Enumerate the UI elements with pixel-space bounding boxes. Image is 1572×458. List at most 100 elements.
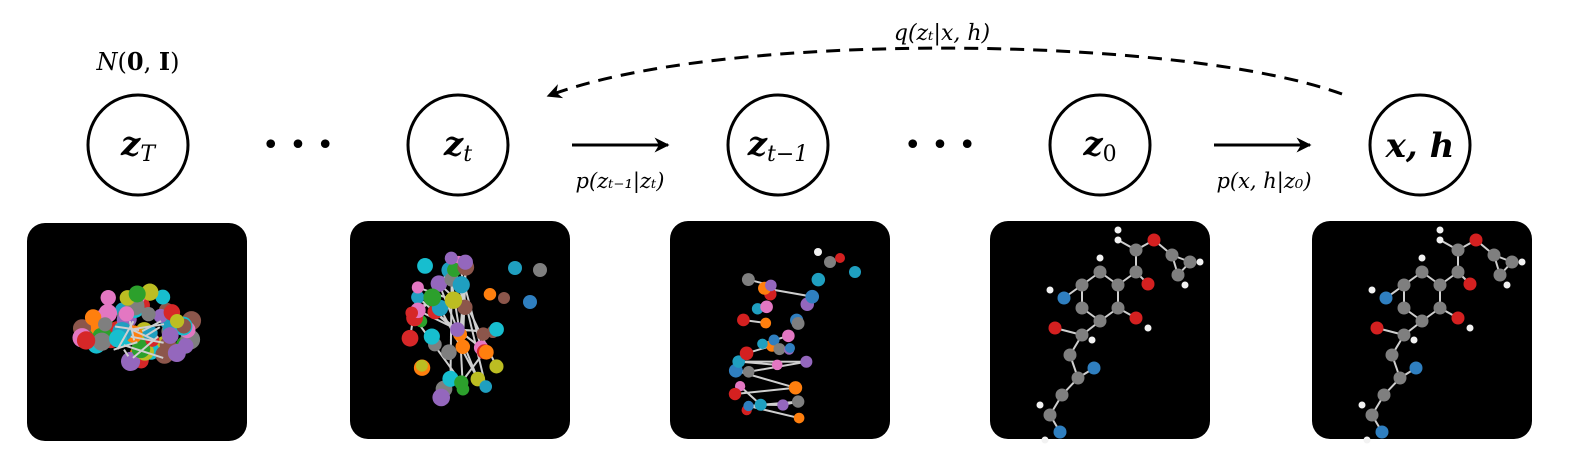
node-zt1: zt−1 bbox=[726, 93, 830, 197]
atom bbox=[737, 313, 750, 327]
atom bbox=[1043, 408, 1057, 422]
atom bbox=[131, 339, 151, 359]
atom bbox=[411, 290, 425, 304]
svg-text:z0: z0 bbox=[1082, 124, 1116, 167]
bond bbox=[123, 344, 164, 359]
atom bbox=[1370, 321, 1384, 335]
atom bbox=[1397, 328, 1411, 342]
atom bbox=[1165, 248, 1179, 262]
atom bbox=[1451, 243, 1465, 257]
edge-decode-label: p(x, h|z₀) bbox=[1216, 169, 1311, 194]
edge-reverse-step: p(zₜ₋₁|zₜ) bbox=[572, 137, 670, 194]
atom bbox=[1063, 348, 1077, 362]
atom bbox=[1046, 286, 1054, 294]
atom bbox=[141, 307, 156, 322]
atom bbox=[1129, 265, 1143, 279]
node-zt1-main: z bbox=[747, 124, 768, 164]
node-zT: zT bbox=[86, 93, 190, 197]
atom bbox=[1196, 258, 1204, 266]
atom bbox=[1093, 265, 1107, 279]
svg-text:zT: zT bbox=[120, 124, 157, 167]
atom bbox=[498, 292, 510, 304]
atom bbox=[1451, 311, 1465, 325]
atom bbox=[1505, 255, 1519, 269]
atom bbox=[1075, 301, 1089, 315]
atom bbox=[1096, 254, 1104, 262]
atom bbox=[401, 329, 419, 347]
atom bbox=[1057, 291, 1071, 305]
atom bbox=[741, 273, 755, 286]
bond bbox=[130, 335, 164, 344]
atom bbox=[1093, 314, 1107, 328]
atom bbox=[411, 281, 424, 294]
atom bbox=[441, 344, 457, 360]
atom bbox=[1088, 336, 1096, 344]
atom bbox=[452, 276, 470, 294]
atom bbox=[457, 254, 473, 270]
atom bbox=[489, 321, 504, 337]
atom bbox=[1451, 265, 1465, 279]
atom bbox=[773, 343, 786, 356]
atom bbox=[141, 283, 159, 301]
atom bbox=[1385, 348, 1399, 362]
atom bbox=[1181, 281, 1189, 289]
node-zt: zt bbox=[406, 93, 510, 197]
atom bbox=[800, 355, 813, 368]
atom bbox=[1393, 371, 1407, 385]
atom bbox=[483, 287, 497, 301]
atom bbox=[1463, 277, 1477, 291]
bond bbox=[738, 360, 778, 366]
node-z0-main: z bbox=[1082, 124, 1103, 164]
atom bbox=[100, 289, 116, 306]
node-zT-sub: T bbox=[140, 142, 157, 167]
molecule-xh bbox=[1358, 226, 1526, 444]
atom bbox=[1114, 236, 1122, 244]
atom bbox=[793, 412, 805, 424]
bond bbox=[734, 386, 796, 396]
atom bbox=[782, 329, 795, 343]
atom bbox=[455, 339, 471, 354]
node-zT-main: z bbox=[120, 124, 141, 164]
ellipsis-right: • • • bbox=[904, 128, 976, 163]
atom bbox=[1053, 425, 1067, 439]
atom bbox=[76, 331, 96, 350]
atom bbox=[754, 398, 767, 411]
atom bbox=[169, 313, 185, 329]
atom bbox=[777, 399, 789, 411]
node-xh-main: x, h bbox=[1385, 126, 1455, 166]
node-z0: z0 bbox=[1048, 93, 1152, 197]
atom bbox=[92, 332, 111, 351]
atom bbox=[479, 380, 493, 393]
panel-z0 bbox=[990, 221, 1210, 439]
atom bbox=[476, 327, 490, 341]
atom bbox=[1048, 321, 1062, 335]
atom bbox=[1436, 226, 1444, 234]
atom bbox=[824, 256, 836, 268]
atom bbox=[1036, 401, 1044, 409]
atom bbox=[757, 338, 768, 350]
atom bbox=[1379, 291, 1393, 305]
atom bbox=[1409, 361, 1423, 375]
atom bbox=[1358, 401, 1366, 409]
atom bbox=[1075, 278, 1089, 292]
atom bbox=[415, 359, 428, 372]
atom bbox=[423, 288, 442, 307]
atom bbox=[814, 248, 822, 256]
atom bbox=[1111, 301, 1125, 315]
bond bbox=[132, 335, 159, 359]
bond bbox=[123, 349, 130, 357]
node-z0-sub: 0 bbox=[1103, 142, 1117, 167]
atom bbox=[450, 322, 465, 337]
atom bbox=[1055, 388, 1069, 402]
atom bbox=[454, 375, 469, 390]
atom bbox=[1433, 278, 1447, 292]
atom bbox=[444, 251, 458, 265]
atom bbox=[742, 365, 755, 378]
atom bbox=[1363, 436, 1371, 444]
panel-xh bbox=[1312, 221, 1532, 439]
atom bbox=[1144, 324, 1152, 332]
atom bbox=[811, 272, 826, 287]
atom bbox=[728, 387, 742, 401]
atom bbox=[98, 317, 113, 332]
